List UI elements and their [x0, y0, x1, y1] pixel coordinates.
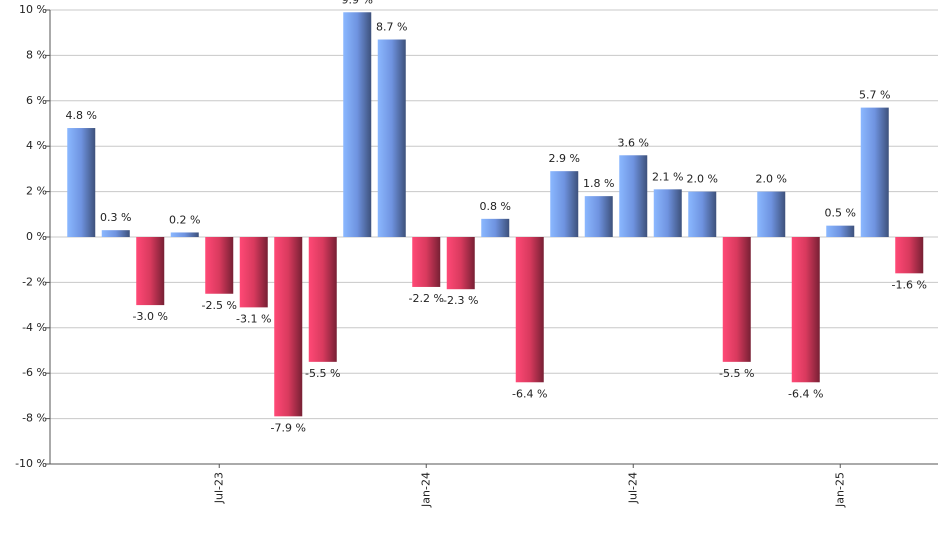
data-label: -6.4 % [788, 387, 823, 400]
y-tick-label: -6 % [22, 366, 47, 379]
y-tick-label: 8 % [26, 48, 47, 61]
data-label: -2.2 % [409, 292, 444, 305]
bar [791, 237, 820, 383]
bar [239, 237, 268, 308]
data-label: 2.9 % [549, 152, 580, 165]
data-label: 8.7 % [376, 21, 407, 34]
data-label: 2.1 % [652, 170, 683, 183]
bar [757, 191, 786, 237]
bar [446, 237, 475, 290]
y-tick-label: 4 % [26, 139, 47, 152]
y-tick-label: 0 % [26, 230, 47, 243]
bar [412, 237, 441, 287]
bar [377, 39, 406, 238]
data-label: 5.7 % [859, 89, 890, 102]
data-label: 2.0 % [687, 173, 718, 186]
data-label: 0.2 % [169, 213, 200, 226]
data-label: 0.3 % [100, 211, 131, 224]
bar [826, 225, 855, 237]
bar [274, 237, 303, 417]
bar [653, 189, 682, 237]
data-label: 9.9 % [342, 0, 373, 6]
bar [584, 196, 613, 237]
bar [170, 232, 199, 237]
data-label: 4.8 % [66, 109, 97, 122]
x-tick-label: Jan-24 [419, 472, 432, 508]
data-label: 0.8 % [480, 200, 511, 213]
data-label: -3.1 % [236, 312, 271, 325]
data-label: -2.5 % [202, 299, 237, 312]
bar [343, 12, 372, 237]
bar [308, 237, 337, 362]
y-tick-label: 2 % [26, 185, 47, 198]
y-tick-label: -4 % [22, 321, 47, 334]
bar [895, 237, 924, 274]
data-label: -6.4 % [512, 387, 547, 400]
data-label: 3.6 % [618, 136, 649, 149]
y-tick-label: 10 % [19, 3, 47, 16]
x-tick-label: Jan-25 [833, 472, 846, 508]
bar [101, 230, 130, 237]
data-label: -5.5 % [305, 367, 340, 380]
x-tick-label: Jul-23 [212, 472, 225, 504]
bar [515, 237, 544, 383]
data-label: -3.0 % [133, 310, 168, 323]
bar [550, 171, 579, 237]
bar [619, 155, 648, 237]
data-label: -1.6 % [892, 278, 927, 291]
y-tick-label: -10 % [15, 457, 47, 470]
y-tick-label: 6 % [26, 94, 47, 107]
data-label: 2.0 % [756, 173, 787, 186]
data-label: -5.5 % [719, 367, 754, 380]
x-tick-label: Jul-24 [626, 472, 639, 504]
bar [205, 237, 234, 294]
data-label: -7.9 % [271, 421, 306, 434]
bar [860, 107, 889, 237]
bar [67, 128, 96, 237]
bar [688, 191, 717, 237]
y-tick-label: -8 % [22, 412, 47, 425]
y-tick-label: -2 % [22, 275, 47, 288]
bar [136, 237, 165, 306]
bar [722, 237, 751, 362]
data-label: -2.3 % [443, 294, 478, 307]
data-label: 0.5 % [825, 207, 856, 220]
data-label: 1.8 % [583, 177, 614, 190]
bar [481, 218, 510, 237]
